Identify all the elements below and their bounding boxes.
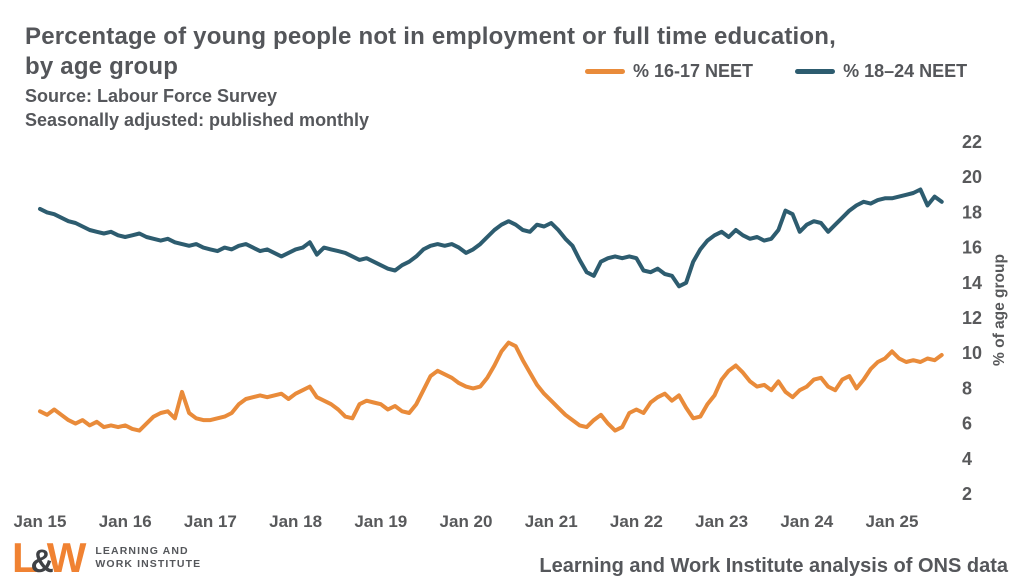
y-tick-label-18: 18 (962, 202, 982, 222)
x-tick-label-jan-19: Jan 19 (354, 512, 407, 531)
legend-item-18-24: % 18–24 NEET (795, 61, 967, 82)
y-axis-title: % of age group (991, 254, 1008, 366)
chart-title-line2: by age group (25, 53, 179, 80)
y-tick-label-14: 14 (962, 273, 982, 293)
y-tick-label-10: 10 (962, 343, 982, 363)
logo-letter-w: W (46, 534, 87, 581)
y-tick-label-12: 12 (962, 308, 982, 328)
x-tick-label-jan-25: Jan 25 (866, 512, 919, 531)
series-line-18-24-neet (38, 187, 944, 289)
legend-label-16-17: % 16-17 NEET (633, 61, 754, 81)
legend-label-18-24: % 18–24 NEET (843, 61, 968, 81)
attribution-text: Learning and Work Institute analysis of … (539, 555, 1008, 577)
logo-letter-l: L (12, 534, 38, 581)
y-tick-label-8: 8 (962, 378, 972, 398)
chart-title-line1: Percentage of young people not in employ… (25, 23, 837, 50)
chart-note: Seasonally adjusted: published monthly (25, 110, 370, 130)
x-tick-label-jan-22: Jan 22 (610, 512, 663, 531)
x-tick-label-jan-17: Jan 17 (184, 512, 237, 531)
y-tick-label-2: 2 (962, 484, 972, 504)
x-tick-label-jan-15: Jan 15 (14, 512, 67, 531)
logo-wordmark-line1: LEARNING AND (95, 545, 189, 557)
y-tick-label-16: 16 (962, 238, 982, 258)
legend-swatch-teal (795, 69, 836, 74)
series-line-16-17-neet (38, 340, 944, 433)
y-tick-label-4: 4 (962, 449, 972, 469)
title-block: Percentage of young people not in employ… (25, 22, 836, 132)
y-tick-label-6: 6 (962, 414, 972, 434)
chart-source: Source: Labour Force Survey (25, 86, 278, 106)
logo-wordmark: LEARNING AND WORK INSTITUTE (95, 545, 201, 571)
x-tick-label-jan-16: Jan 16 (99, 512, 152, 531)
lw-institute-logo: L & W LEARNING AND WORK INSTITUTE (12, 536, 201, 580)
y-tick-label-20: 20 (962, 167, 982, 187)
x-tick-label-jan-21: Jan 21 (525, 512, 578, 531)
lw-logo-letters: L & W (12, 536, 86, 580)
x-tick-label-jan-18: Jan 18 (269, 512, 322, 531)
chart-legend: % 16-17 NEET % 18–24 NEET (585, 61, 967, 82)
x-tick-label-jan-24: Jan 24 (780, 512, 833, 531)
x-tick-label-jan-20: Jan 20 (440, 512, 493, 531)
x-tick-label-jan-23: Jan 23 (695, 512, 748, 531)
legend-item-16-17: % 16-17 NEET (585, 61, 753, 82)
y-tick-label-22: 22 (962, 132, 982, 152)
logo-wordmark-line2: WORK INSTITUTE (95, 558, 202, 570)
legend-swatch-orange (585, 69, 625, 74)
logo-ampersand: & (30, 542, 54, 579)
